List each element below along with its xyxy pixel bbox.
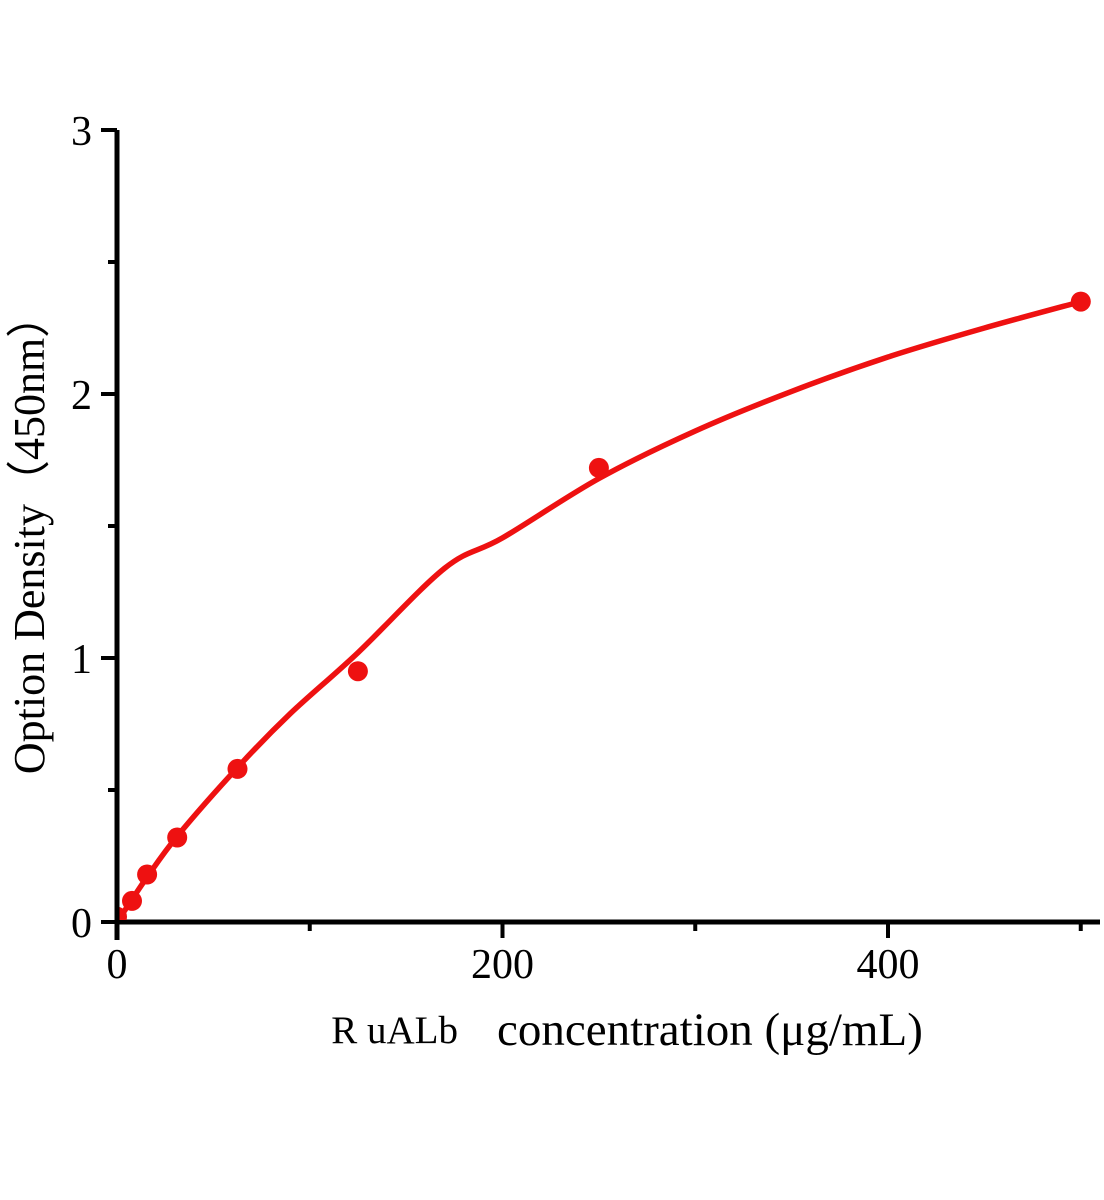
data-point — [137, 864, 158, 885]
y-tick-label: 3 — [71, 109, 92, 155]
x-tick-label: 0 — [107, 942, 128, 988]
tick-labels: 0 1 2 3 0 200 400 — [71, 109, 920, 988]
data-point — [347, 661, 368, 682]
data-point — [122, 890, 142, 911]
fit-curve-path — [119, 298, 1084, 920]
x-axis-title: concentration (μg/mL) — [497, 1004, 923, 1056]
data-point — [588, 457, 609, 478]
y-tick-label: 2 — [71, 373, 92, 419]
axes — [114, 130, 1100, 940]
axis-ticks — [101, 128, 1083, 938]
data-point — [119, 907, 127, 920]
data-point — [227, 758, 248, 779]
y-tick-label: 1 — [71, 637, 92, 683]
y-tick-label: 0 — [71, 901, 92, 947]
plot-area — [119, 291, 1091, 920]
y-axis-title: Option Density（450nm） — [5, 294, 54, 774]
x-tick-label: 200 — [471, 942, 534, 988]
x-axis-title-prefix: R uALb — [331, 1009, 458, 1052]
x-tick-label: 400 — [857, 942, 920, 988]
data-point — [167, 827, 188, 848]
data-point — [1070, 291, 1091, 312]
